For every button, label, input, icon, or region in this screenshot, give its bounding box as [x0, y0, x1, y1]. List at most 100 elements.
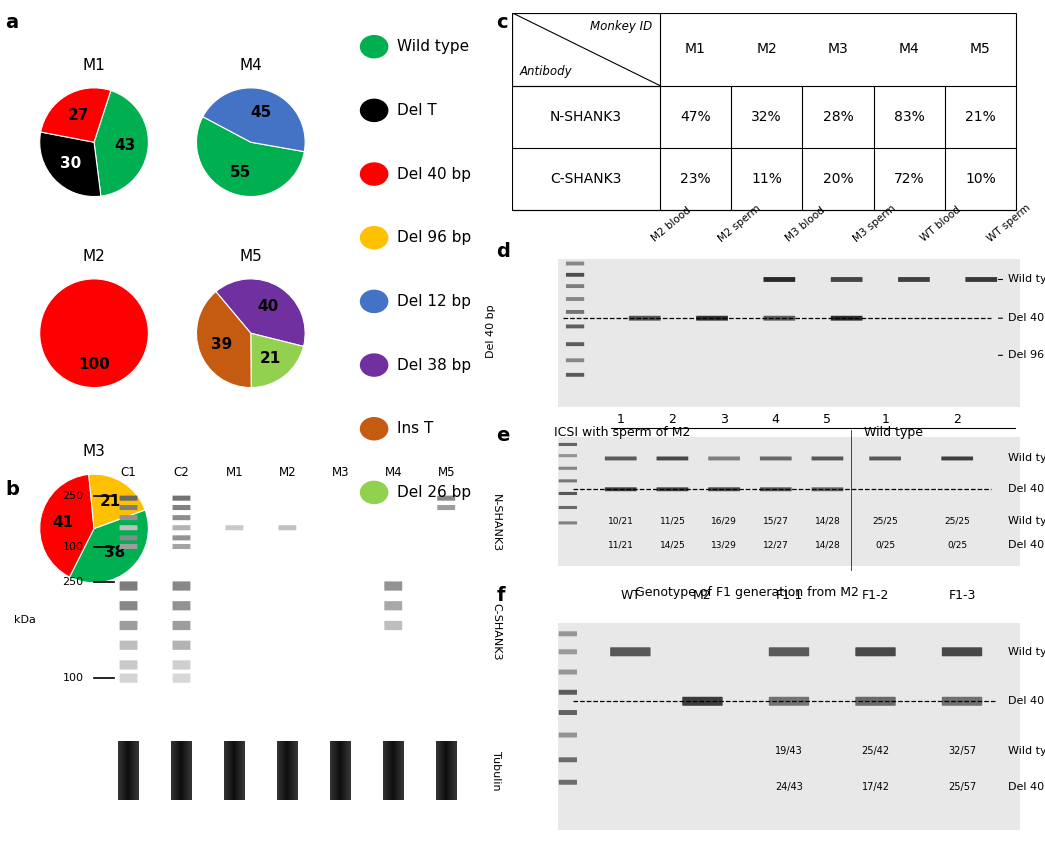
FancyBboxPatch shape [119, 496, 138, 501]
FancyBboxPatch shape [127, 741, 129, 800]
FancyBboxPatch shape [559, 480, 577, 482]
FancyBboxPatch shape [136, 741, 138, 800]
Text: 4: 4 [772, 413, 780, 426]
FancyBboxPatch shape [385, 601, 402, 610]
Text: Del 38 bp: Del 38 bp [397, 357, 471, 373]
Wedge shape [89, 474, 145, 528]
FancyBboxPatch shape [388, 741, 390, 800]
Text: Del 26 bp: Del 26 bp [397, 485, 471, 500]
FancyBboxPatch shape [293, 741, 295, 800]
FancyBboxPatch shape [451, 741, 454, 800]
FancyBboxPatch shape [237, 741, 239, 800]
Text: C-SHANK3: C-SHANK3 [491, 604, 502, 661]
FancyBboxPatch shape [392, 741, 394, 800]
FancyBboxPatch shape [942, 647, 982, 656]
FancyBboxPatch shape [282, 741, 284, 800]
Text: 20%: 20% [822, 172, 853, 186]
FancyBboxPatch shape [559, 670, 577, 674]
Text: 41: 41 [52, 515, 73, 531]
Text: f: f [496, 586, 505, 604]
FancyBboxPatch shape [331, 741, 333, 800]
Text: a: a [5, 13, 19, 31]
FancyBboxPatch shape [332, 741, 333, 800]
Text: M2: M2 [279, 465, 296, 479]
Text: 21: 21 [100, 494, 121, 509]
FancyBboxPatch shape [235, 741, 237, 800]
FancyBboxPatch shape [226, 741, 228, 800]
FancyBboxPatch shape [172, 544, 190, 549]
Text: Wild type: Wild type [1007, 274, 1045, 284]
FancyBboxPatch shape [119, 582, 138, 591]
FancyBboxPatch shape [287, 741, 288, 800]
FancyBboxPatch shape [131, 741, 133, 800]
FancyBboxPatch shape [188, 741, 190, 800]
FancyBboxPatch shape [437, 496, 456, 501]
FancyBboxPatch shape [134, 741, 136, 800]
FancyBboxPatch shape [233, 741, 235, 800]
FancyBboxPatch shape [769, 697, 809, 706]
Text: 25/25: 25/25 [945, 517, 970, 526]
FancyBboxPatch shape [119, 621, 138, 630]
FancyBboxPatch shape [341, 741, 343, 800]
FancyBboxPatch shape [566, 273, 584, 277]
Text: Del T: Del T [397, 103, 437, 118]
FancyBboxPatch shape [449, 741, 451, 800]
FancyBboxPatch shape [294, 741, 296, 800]
FancyBboxPatch shape [387, 741, 389, 800]
FancyBboxPatch shape [176, 741, 178, 800]
Text: 2: 2 [669, 413, 676, 426]
FancyBboxPatch shape [397, 741, 399, 800]
FancyBboxPatch shape [764, 277, 795, 282]
Text: 10%: 10% [965, 172, 996, 186]
Wedge shape [196, 291, 251, 388]
FancyBboxPatch shape [137, 741, 139, 800]
FancyBboxPatch shape [656, 487, 689, 492]
FancyBboxPatch shape [232, 741, 234, 800]
FancyBboxPatch shape [224, 741, 226, 800]
FancyBboxPatch shape [448, 741, 450, 800]
FancyBboxPatch shape [178, 741, 180, 800]
Text: 55: 55 [230, 165, 251, 179]
FancyBboxPatch shape [454, 741, 456, 800]
FancyBboxPatch shape [812, 487, 843, 492]
Text: 32%: 32% [751, 110, 782, 124]
Text: Del 12 bp: Del 12 bp [397, 294, 471, 309]
FancyBboxPatch shape [610, 647, 651, 656]
Text: 25/57: 25/57 [948, 782, 976, 792]
FancyBboxPatch shape [709, 487, 740, 492]
Text: 10/21: 10/21 [608, 517, 633, 526]
Text: F1-2: F1-2 [862, 589, 889, 602]
FancyBboxPatch shape [286, 741, 287, 800]
Text: Wild type: Wild type [1007, 647, 1045, 657]
FancyBboxPatch shape [812, 457, 843, 460]
FancyBboxPatch shape [559, 632, 577, 636]
Text: 28%: 28% [822, 110, 854, 124]
Text: 21%: 21% [965, 110, 996, 124]
FancyBboxPatch shape [438, 741, 440, 800]
FancyBboxPatch shape [605, 487, 636, 492]
Text: C-SHANK3: C-SHANK3 [551, 172, 622, 186]
Text: 100: 100 [63, 542, 84, 552]
FancyBboxPatch shape [172, 526, 190, 531]
FancyBboxPatch shape [126, 741, 129, 800]
FancyBboxPatch shape [447, 741, 449, 800]
FancyBboxPatch shape [394, 741, 396, 800]
FancyBboxPatch shape [566, 297, 584, 301]
FancyBboxPatch shape [559, 492, 577, 495]
Text: 13/29: 13/29 [712, 541, 737, 550]
Text: Del 40 bp: Del 40 bp [397, 166, 471, 182]
FancyBboxPatch shape [391, 741, 393, 800]
Text: d: d [496, 242, 510, 261]
FancyBboxPatch shape [175, 741, 176, 800]
FancyBboxPatch shape [291, 741, 293, 800]
FancyBboxPatch shape [559, 649, 577, 655]
FancyBboxPatch shape [942, 457, 973, 460]
Title: M4: M4 [239, 58, 262, 73]
Text: 16/29: 16/29 [712, 517, 737, 526]
FancyBboxPatch shape [559, 467, 577, 469]
FancyBboxPatch shape [346, 741, 348, 800]
Text: 38: 38 [104, 544, 125, 559]
FancyBboxPatch shape [656, 457, 689, 460]
FancyBboxPatch shape [869, 457, 901, 460]
FancyBboxPatch shape [284, 741, 286, 800]
